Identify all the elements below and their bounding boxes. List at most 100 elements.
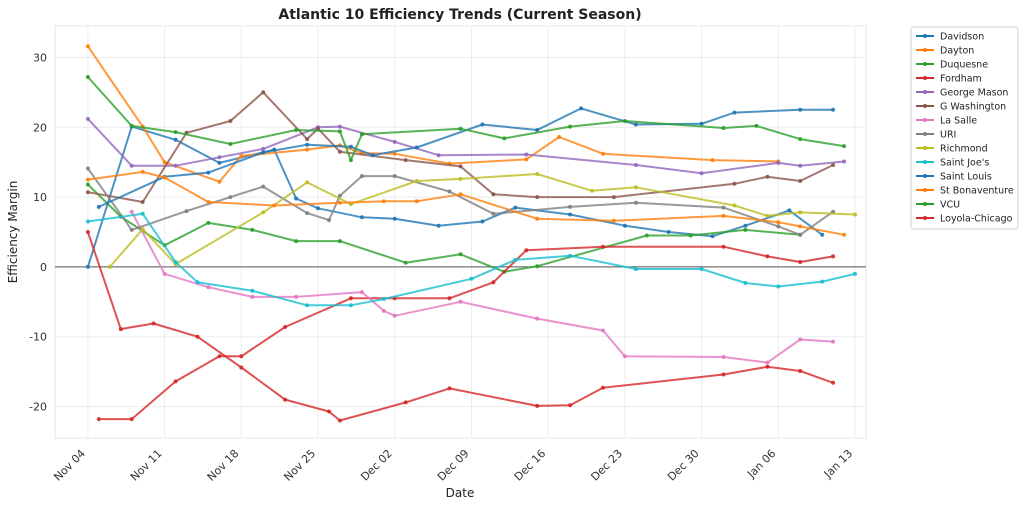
data-point <box>798 179 803 183</box>
data-point <box>853 271 857 276</box>
data-point <box>129 163 134 168</box>
legend-label: Fordham <box>940 74 982 85</box>
data-point <box>118 327 123 332</box>
x-tick-label: Dec 23 <box>588 447 625 484</box>
data-point <box>129 123 134 128</box>
data-point <box>294 294 299 299</box>
data-point <box>294 239 299 244</box>
data-point <box>568 253 573 258</box>
x-tick-label: Jan 06 <box>744 447 778 481</box>
x-tick-label: Dec 09 <box>435 447 472 484</box>
data-point <box>436 223 441 228</box>
data-point <box>85 177 90 182</box>
data-point <box>381 297 386 301</box>
data-point <box>294 196 299 201</box>
data-point <box>776 160 781 165</box>
legend-label: URI <box>940 130 956 141</box>
data-point <box>666 230 671 234</box>
data-point <box>633 267 638 271</box>
data-point <box>173 260 178 264</box>
data-point <box>337 129 342 134</box>
data-point <box>458 176 463 181</box>
data-point <box>239 354 244 359</box>
data-point <box>283 397 288 402</box>
data-point <box>162 271 167 276</box>
data-point <box>85 190 90 195</box>
data-point <box>524 152 529 157</box>
data-point <box>85 166 90 171</box>
data-point <box>305 303 310 308</box>
series-line <box>98 245 834 421</box>
data-point <box>392 139 397 144</box>
data-point <box>337 124 342 129</box>
data-point <box>447 189 452 194</box>
data-point <box>568 403 573 408</box>
data-point <box>568 204 573 209</box>
data-point <box>699 267 704 271</box>
series-layer <box>85 44 857 423</box>
legend-entry: Loyola-Chicago <box>916 214 1013 225</box>
data-point <box>239 153 244 158</box>
data-point <box>776 220 781 225</box>
data-point <box>305 142 310 147</box>
data-point <box>217 179 222 184</box>
data-point <box>568 212 573 217</box>
data-point <box>743 223 748 228</box>
y-tick-label: 30 <box>33 51 47 64</box>
data-point <box>217 160 222 165</box>
data-point <box>337 418 342 423</box>
data-point <box>436 153 441 158</box>
data-point <box>272 203 277 208</box>
data-point <box>491 192 496 197</box>
series-la-salle <box>129 209 836 365</box>
data-point <box>140 227 145 232</box>
data-point <box>250 288 255 293</box>
data-point <box>359 174 364 179</box>
series-fordham <box>96 244 836 422</box>
data-point <box>261 146 266 151</box>
data-point <box>798 260 803 264</box>
data-point <box>195 334 200 339</box>
data-point <box>305 147 310 152</box>
data-point <box>611 218 616 223</box>
data-point <box>480 122 485 127</box>
data-point <box>173 379 178 384</box>
data-point <box>337 200 342 205</box>
data-point <box>162 160 167 165</box>
legend-entry: Duquesne <box>916 60 988 71</box>
data-point <box>392 174 397 179</box>
data-point <box>348 303 353 308</box>
data-point <box>710 234 715 239</box>
data-point <box>206 200 211 204</box>
y-tick-label: 0 <box>40 261 47 274</box>
data-point <box>776 224 781 229</box>
data-point <box>831 339 836 344</box>
data-point <box>458 299 463 304</box>
data-point <box>250 294 255 299</box>
data-point <box>96 204 101 209</box>
data-point <box>513 257 518 262</box>
legend-entry: St Bonaventure <box>916 186 1014 197</box>
legend-entry: Davidson <box>916 32 984 43</box>
data-point <box>184 209 189 214</box>
data-point <box>129 417 134 422</box>
data-point <box>622 119 627 123</box>
data-point <box>590 188 594 193</box>
legend-label: Saint Louis <box>940 172 992 183</box>
x-tick-label: Jan 13 <box>821 447 855 481</box>
data-point <box>787 208 792 213</box>
series-duquesne <box>85 182 803 274</box>
data-point <box>327 409 331 414</box>
data-point <box>721 372 726 377</box>
series-davidson <box>85 124 825 269</box>
data-point <box>644 233 649 238</box>
legend-marker <box>923 76 927 80</box>
series-vcu <box>85 75 847 163</box>
x-tick-label: Nov 11 <box>128 447 165 484</box>
data-point <box>622 354 627 359</box>
data-point <box>699 121 704 126</box>
data-point <box>305 180 310 185</box>
data-point <box>337 239 342 244</box>
data-point <box>392 151 397 156</box>
data-point <box>535 216 540 221</box>
